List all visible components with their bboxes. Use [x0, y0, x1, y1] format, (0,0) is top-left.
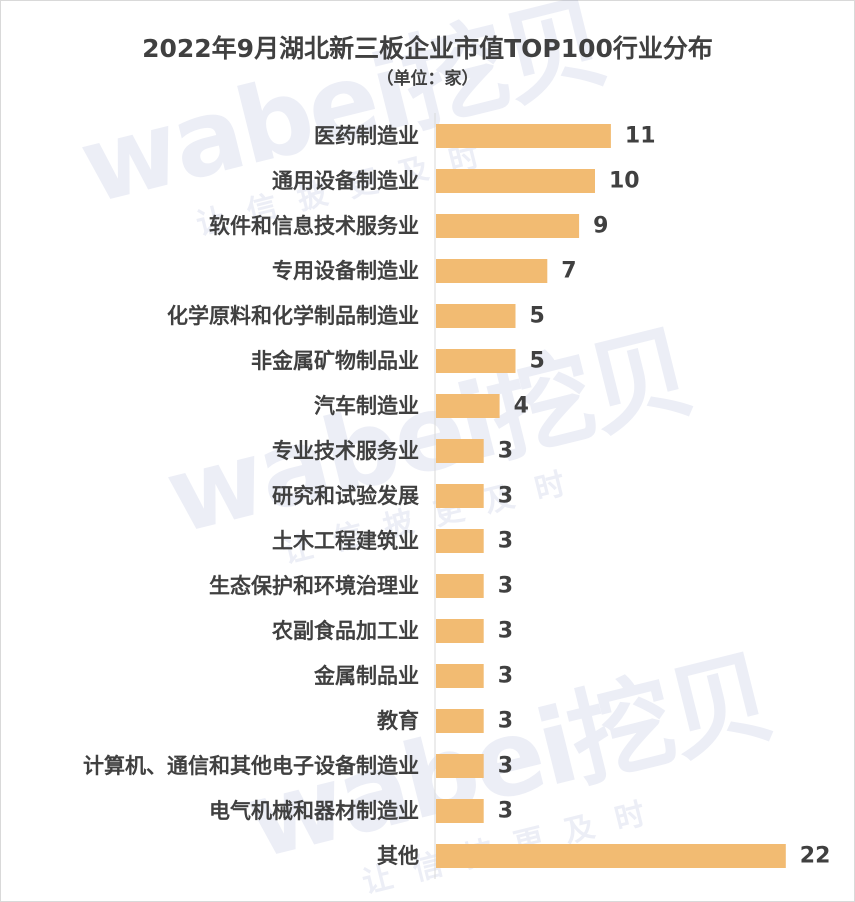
chart-title: 2022年9月湖北新三板企业市值TOP100行业分布	[142, 34, 713, 63]
category-label: 金属制品业	[313, 664, 419, 688]
data-label: 10	[609, 169, 640, 194]
bar	[436, 124, 611, 148]
data-label: 3	[498, 484, 513, 509]
category-label: 非金属矿物制品业	[251, 349, 419, 373]
category-label: 汽车制造业	[314, 394, 419, 418]
category-label: 计算机、通信和其他电子设备制造业	[83, 754, 419, 778]
category-label: 专用设备制造业	[272, 259, 419, 283]
data-label: 3	[498, 574, 513, 599]
bar	[436, 574, 484, 598]
category-label: 专业技术服务业	[272, 439, 419, 463]
data-label: 11	[625, 124, 656, 149]
category-label: 教育	[377, 709, 419, 733]
bar	[436, 844, 786, 868]
data-label: 3	[498, 439, 513, 464]
chart-subtitle: （单位：家）	[376, 69, 479, 89]
category-label: 化学原料和化学制品制造业	[167, 304, 419, 328]
data-label: 22	[800, 844, 831, 869]
bar	[436, 304, 516, 328]
data-label: 3	[498, 799, 513, 824]
category-label: 其他	[377, 844, 419, 868]
data-label: 3	[498, 754, 513, 779]
category-label: 农副食品加工业	[271, 619, 419, 643]
category-label: 研究和试验发展	[272, 484, 419, 508]
data-label: 5	[530, 304, 545, 329]
category-label: 医药制造业	[314, 124, 419, 148]
data-label: 3	[498, 619, 513, 644]
data-label: 4	[514, 394, 529, 419]
category-label: 通用设备制造业	[272, 169, 419, 193]
bar	[436, 709, 484, 733]
bar	[436, 259, 548, 283]
data-label: 9	[593, 214, 608, 239]
bar	[436, 529, 484, 553]
bar	[436, 799, 484, 823]
bar	[436, 394, 500, 418]
bar	[436, 439, 484, 463]
category-label: 软件和信息技术服务业	[209, 214, 419, 238]
data-label: 3	[498, 529, 513, 554]
bar	[436, 349, 516, 373]
bar	[436, 214, 580, 238]
category-label: 电气机械和器材制造业	[209, 799, 419, 823]
data-label: 3	[498, 664, 513, 689]
category-label: 土木工程建筑业	[272, 529, 419, 553]
bar	[436, 664, 484, 688]
bar	[436, 484, 484, 508]
data-label: 3	[498, 709, 513, 734]
bar	[436, 754, 484, 778]
category-label: 生态保护和环境治理业	[209, 574, 419, 598]
data-label: 7	[561, 259, 576, 284]
bar	[436, 619, 484, 643]
data-label: 5	[530, 349, 545, 374]
bar	[436, 169, 595, 193]
